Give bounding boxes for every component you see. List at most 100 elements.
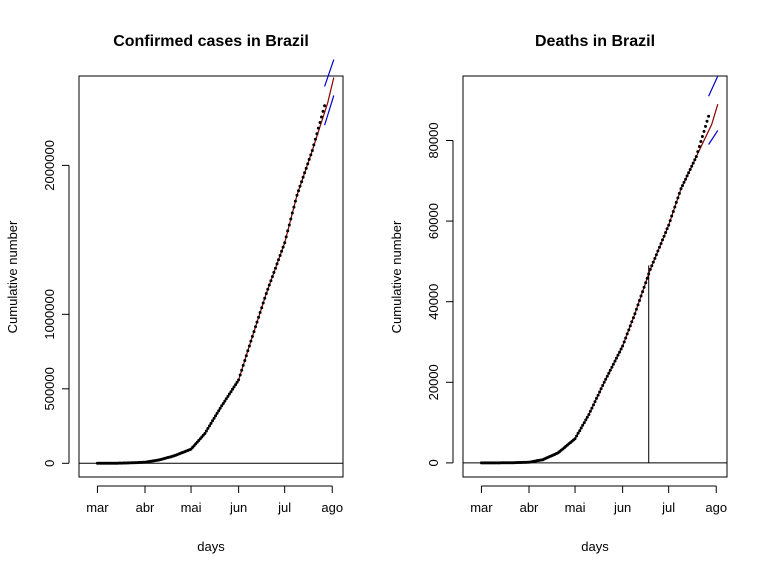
data-point	[218, 406, 222, 410]
data-point	[249, 339, 253, 343]
data-point	[590, 406, 594, 410]
data-point	[221, 402, 225, 405]
data-point	[272, 270, 276, 274]
data-point	[287, 223, 291, 227]
deaths-panel: Deaths in Brazil mar abr mai jun jul ago 0 200…	[389, 33, 728, 554]
y-axis: 0 20000 40000 60000 80000	[426, 122, 454, 467]
data-point	[650, 264, 654, 268]
data-point	[318, 121, 322, 124]
data-point	[211, 419, 214, 423]
y-tick-label: 40000	[426, 284, 441, 320]
y-tick-label: 1000000	[42, 289, 57, 340]
data-point	[280, 249, 284, 253]
data-point	[633, 312, 637, 316]
data-point	[697, 145, 701, 148]
data-point	[315, 132, 319, 136]
data-point	[278, 254, 282, 257]
x-tick-label: abr	[520, 500, 539, 515]
data-point	[284, 235, 288, 239]
data-point	[298, 184, 302, 188]
data-point	[693, 158, 697, 162]
data-point	[220, 404, 224, 408]
data-point	[289, 217, 293, 221]
plot-frame	[462, 75, 728, 478]
data-point	[588, 409, 592, 413]
data-point	[607, 371, 611, 375]
data-point	[636, 303, 640, 307]
data-point	[258, 311, 262, 314]
data-point	[320, 115, 323, 119]
data-point	[648, 267, 652, 271]
data-point	[252, 330, 256, 334]
data-point	[309, 153, 313, 157]
confirmed-cases-panel: Confirmed cases in Brazil mar abr mai jun ju…	[5, 33, 344, 554]
data-point	[214, 414, 218, 418]
data-point	[602, 380, 606, 384]
data-point	[670, 214, 674, 218]
x-axis-label: days	[581, 539, 609, 554]
chart-title: Deaths in Brazil	[535, 33, 655, 50]
data-point	[224, 397, 228, 401]
data-point	[264, 292, 268, 295]
data-point	[615, 356, 618, 360]
data-point	[241, 363, 245, 367]
data-point	[238, 373, 242, 377]
data-point	[671, 210, 675, 213]
data-point	[625, 332, 629, 336]
data-point	[257, 315, 261, 319]
data-point	[234, 383, 238, 387]
data-point	[685, 174, 689, 178]
data-point	[254, 325, 257, 329]
y-tick-label: 2000000	[42, 140, 57, 191]
y-axis: 0 500000 1000000 2000000	[42, 140, 70, 467]
data-point	[286, 229, 290, 233]
data-point	[587, 413, 591, 416]
y-tick-label: 60000	[426, 203, 441, 239]
data-point	[260, 306, 264, 310]
plot-marks	[79, 59, 343, 465]
x-axis-label: days	[197, 539, 225, 554]
data-point	[578, 429, 582, 433]
data-point	[244, 354, 248, 358]
data-point	[676, 196, 680, 200]
data-point	[231, 387, 234, 391]
data-point	[604, 377, 608, 381]
fit-line	[97, 77, 335, 464]
data-point	[647, 272, 651, 276]
data-point	[628, 324, 632, 328]
data-point	[323, 104, 327, 108]
data-point	[215, 411, 219, 415]
data-point	[596, 393, 600, 397]
x-tick-label: jul	[277, 500, 291, 515]
data-point	[691, 161, 695, 165]
x-tick-label: mai	[565, 500, 586, 515]
data-point	[696, 150, 700, 154]
data-point	[707, 114, 711, 118]
data-point	[579, 426, 583, 430]
y-tick-label: 20000	[426, 364, 441, 400]
data-point	[283, 241, 287, 245]
data-point	[301, 175, 305, 179]
data-point	[269, 279, 273, 283]
data-point	[651, 260, 655, 264]
plot-marks	[463, 75, 727, 465]
data-point	[645, 276, 649, 280]
data-point	[593, 400, 597, 404]
x-tick-label: ago	[321, 500, 343, 515]
data-point	[624, 336, 628, 340]
data-point	[584, 418, 588, 422]
data-point	[674, 200, 678, 204]
y-axis-label: Cumulative number	[5, 220, 20, 333]
data-point	[702, 129, 706, 133]
fit-line	[481, 104, 719, 464]
data-point	[237, 378, 241, 382]
data-point	[255, 320, 259, 324]
data-point	[699, 140, 703, 143]
data-point	[654, 253, 658, 257]
x-tick-label: jul	[661, 500, 675, 515]
data-point	[621, 344, 625, 348]
data-point	[292, 205, 296, 209]
data-point	[582, 421, 586, 425]
data-point	[321, 109, 325, 113]
data-point	[684, 177, 688, 181]
